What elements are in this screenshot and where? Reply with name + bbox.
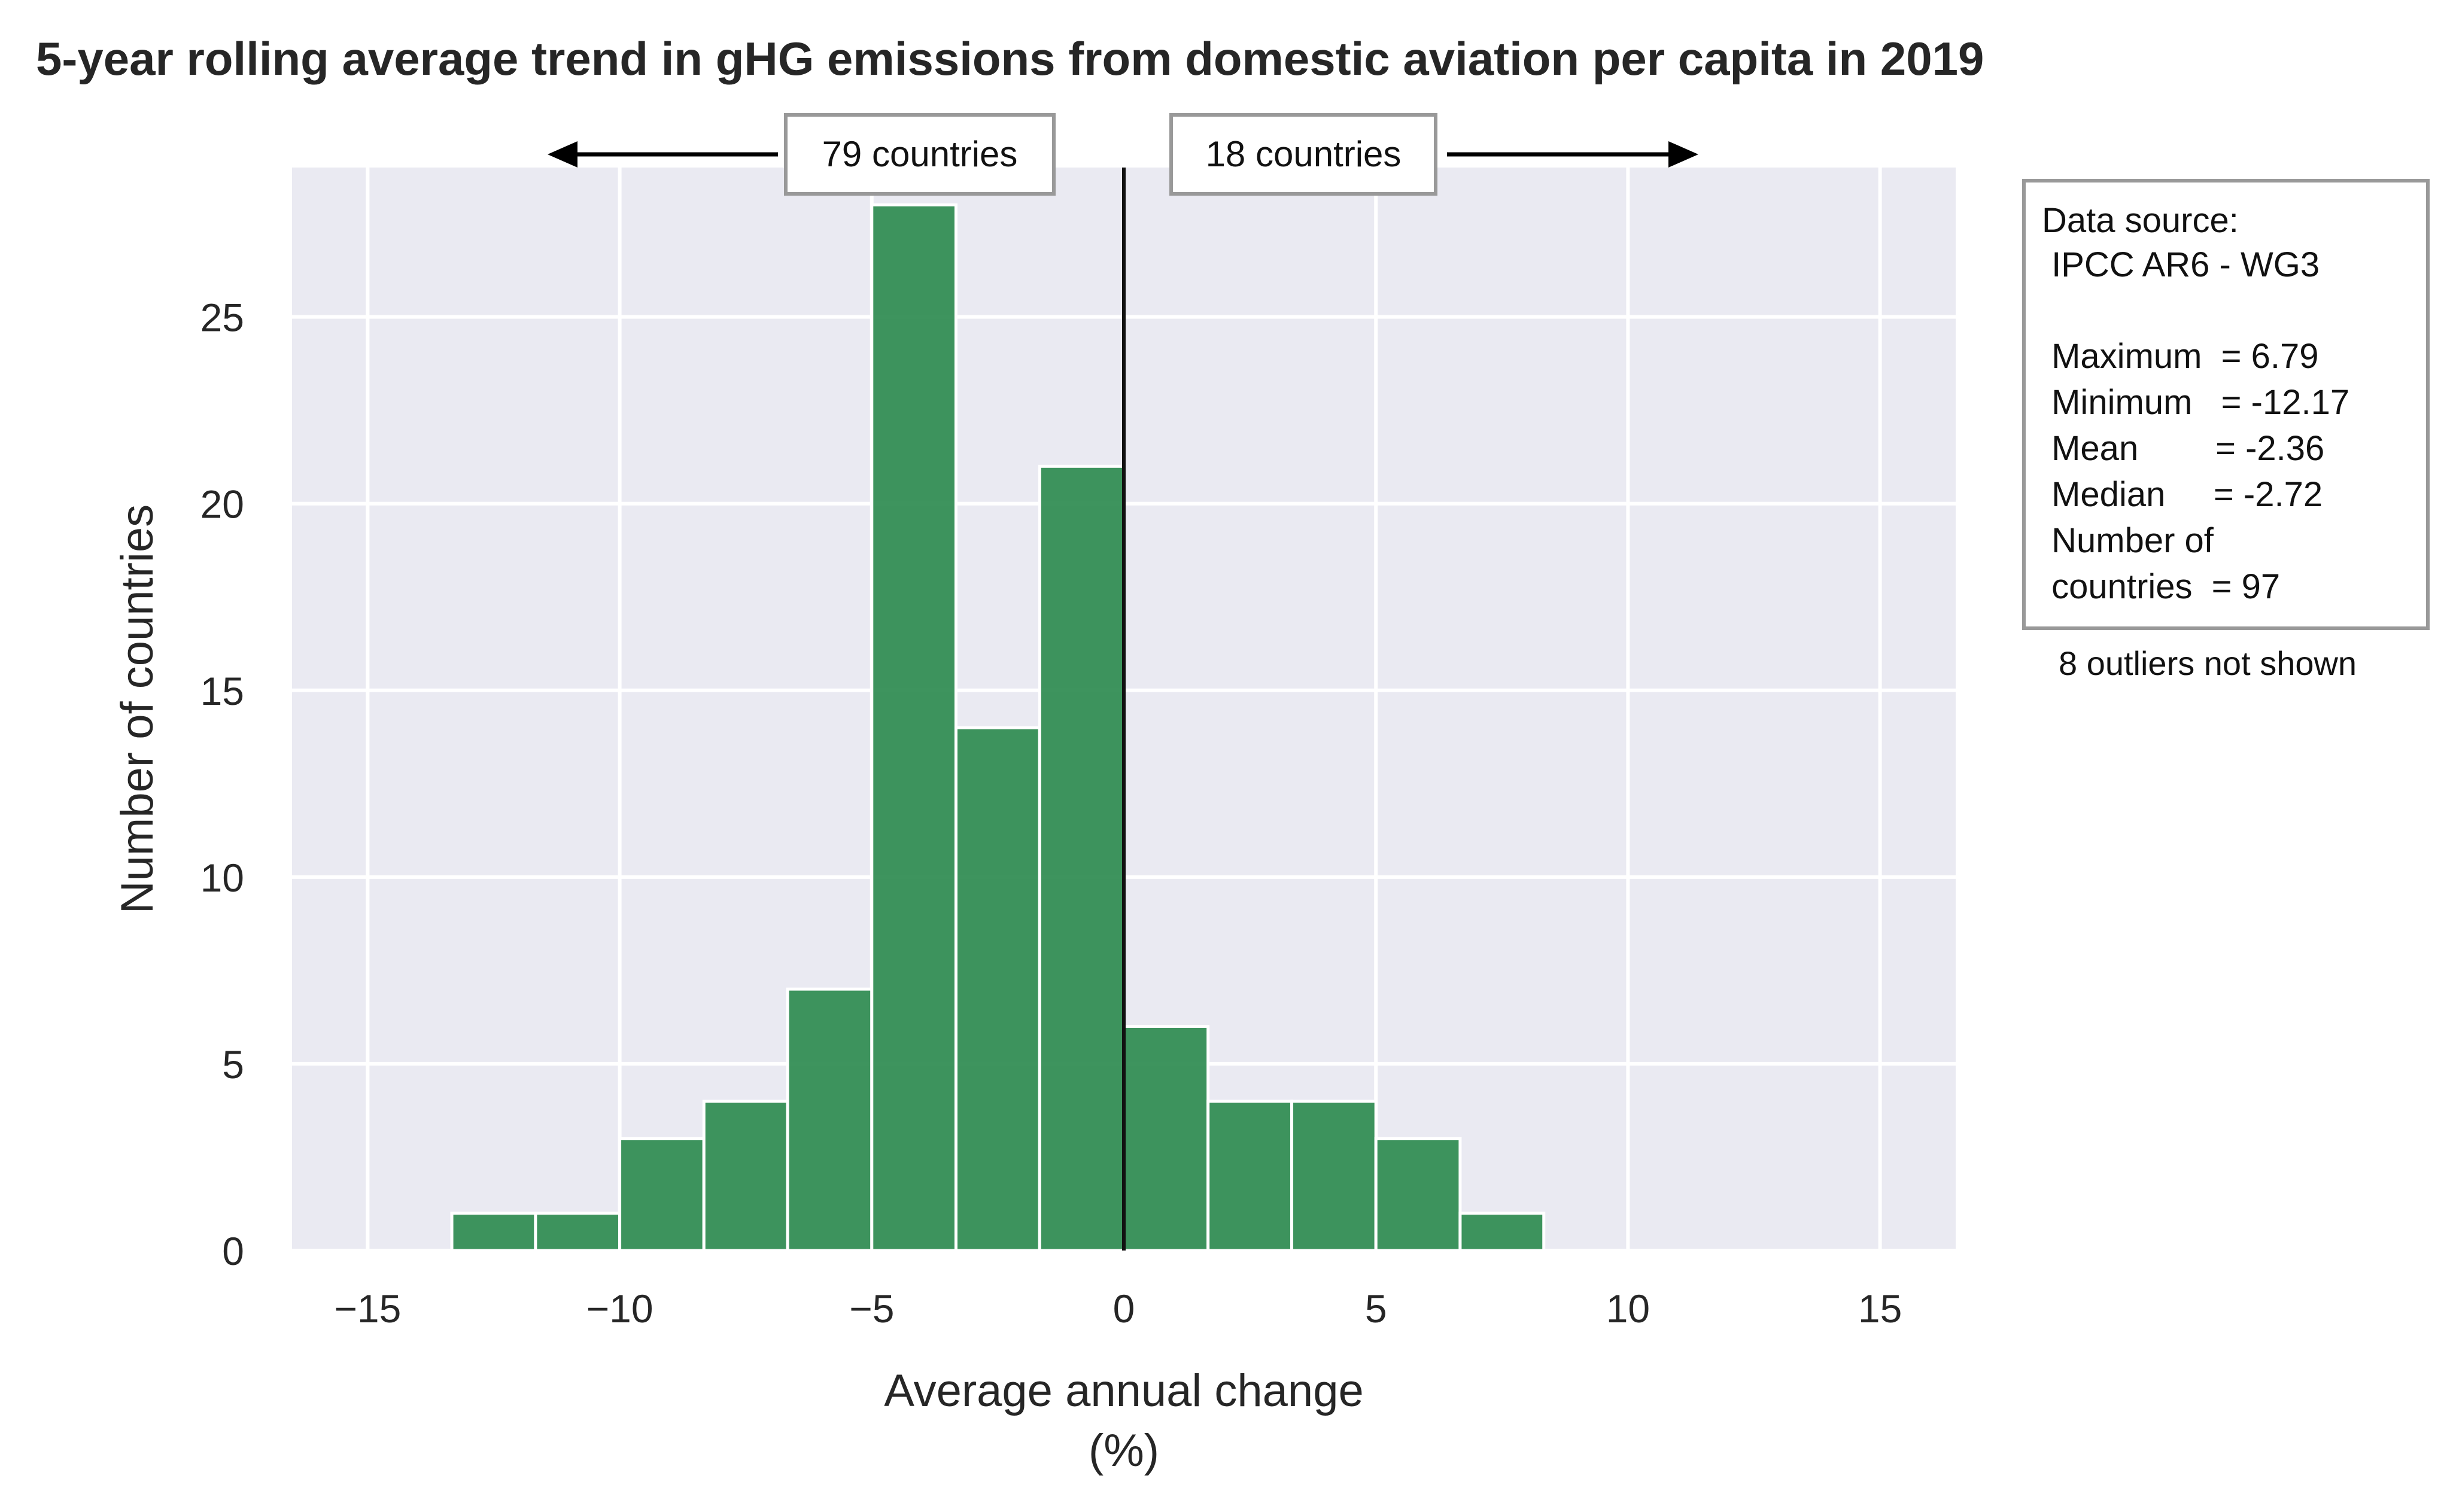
x-tick-label-2: −5 [849, 1286, 894, 1331]
y-tick-label-3: 15 [200, 669, 244, 713]
outliers-footnote: 8 outliers not shown [2059, 644, 2357, 682]
histogram-bar-0 [450, 1212, 537, 1252]
histogram-bar-6 [954, 726, 1041, 1252]
right-count-label: 18 countries [1206, 134, 1402, 174]
histogram-bar-8 [1122, 1025, 1210, 1252]
chart-title: 5-year rolling average trend in gHG emis… [36, 32, 1984, 85]
histogram-bar-9 [1206, 1099, 1294, 1252]
x-tick-label-6: 15 [1858, 1286, 1902, 1331]
x-tick-label-3: 0 [1113, 1286, 1135, 1331]
histogram-bar-4 [786, 987, 874, 1252]
stats-line-countries: countries = 97 [2042, 567, 2280, 606]
stats-line-source-name: IPCC AR6 - WG3 [2042, 245, 2320, 284]
left-count-label: 79 countries [822, 134, 1018, 174]
histogram-bar-1 [534, 1212, 622, 1252]
histogram-bar-2 [618, 1137, 706, 1252]
histogram-bar-11 [1374, 1137, 1462, 1252]
x-tick-label-0: −15 [334, 1286, 401, 1331]
x-axis-label-line2: (%) [1089, 1425, 1159, 1476]
histogram-bar-7 [1038, 464, 1126, 1252]
stats-line-median: Median = -2.72 [2042, 475, 2323, 514]
y-tick-label-4: 20 [200, 482, 244, 527]
stats-line-number-of: Number of [2042, 521, 2214, 560]
bars [450, 203, 1546, 1252]
left-arrow-head [548, 141, 577, 168]
x-tick-label-1: −10 [586, 1286, 653, 1331]
x-axis-label-line1: Average annual change [884, 1365, 1364, 1416]
stats-box-border [2022, 179, 2430, 630]
x-tick-label-5: 10 [1606, 1286, 1650, 1331]
right-count-annotation: 18 countries [1169, 113, 1698, 196]
x-axis-ticks: −15 −10 −5 0 5 10 15 [334, 1286, 1902, 1331]
stats-line-maximum: Maximum = 6.79 [2042, 337, 2319, 376]
stats-box: Data source: IPCC AR6 - WG3 Maximum = 6.… [2022, 179, 2430, 682]
right-count-box [1169, 113, 1437, 196]
y-tick-label-1: 5 [222, 1042, 244, 1087]
y-tick-label-0: 0 [222, 1229, 244, 1273]
y-tick-label-2: 10 [200, 856, 244, 900]
right-arrow-head [1668, 141, 1698, 168]
stats-line-minimum: Minimum = -12.17 [2042, 383, 2349, 422]
histogram-bar-10 [1290, 1099, 1378, 1252]
histogram-bar-12 [1458, 1212, 1546, 1252]
stats-line-data-source: Data source: [2042, 201, 2239, 240]
y-tick-label-5: 25 [200, 296, 244, 340]
left-count-annotation: 79 countries [548, 113, 1056, 196]
y-axis-label: Number of countries [112, 504, 163, 914]
left-count-box [784, 113, 1056, 196]
y-axis-ticks: 0 5 10 15 20 25 [200, 296, 244, 1273]
histogram-bar-3 [702, 1099, 789, 1252]
stats-line-mean: Mean = -2.36 [2042, 429, 2324, 468]
histogram-bar-5 [870, 203, 957, 1252]
x-tick-label-4: 5 [1365, 1286, 1387, 1331]
